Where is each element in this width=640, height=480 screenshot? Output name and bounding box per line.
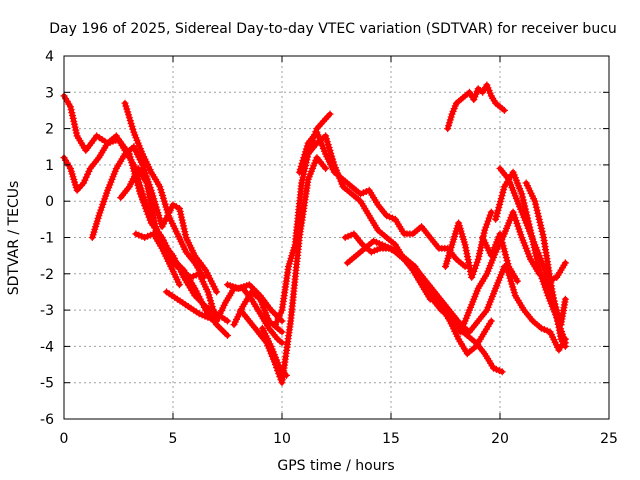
series-16 xyxy=(343,237,508,336)
series-18 xyxy=(442,208,495,281)
series-markers xyxy=(444,81,508,133)
y-tick-label: 3 xyxy=(45,85,54,101)
y-tick-label: -6 xyxy=(40,412,54,428)
series-1 xyxy=(60,92,231,339)
series-23 xyxy=(522,179,569,350)
x-tick-label: 5 xyxy=(169,431,178,447)
series-markers xyxy=(420,281,506,376)
series-9 xyxy=(230,288,286,336)
y-axis-label: SDTVAR / TECUs xyxy=(6,181,22,296)
series-markers xyxy=(237,154,330,387)
series-25 xyxy=(479,230,521,285)
series-12 xyxy=(272,132,434,329)
series-markers xyxy=(479,230,521,285)
y-tick-label: -2 xyxy=(40,267,54,283)
series-5 xyxy=(121,99,207,281)
y-tick-label: -3 xyxy=(40,303,54,319)
series-markers xyxy=(258,324,290,379)
series-19 xyxy=(444,81,508,133)
x-tick-label: 25 xyxy=(600,431,618,447)
series-markers xyxy=(60,92,231,339)
y-tick-label: 1 xyxy=(45,158,54,174)
x-axis-label: GPS time / hours xyxy=(277,458,394,474)
plot-area xyxy=(60,81,569,387)
series-trace xyxy=(238,155,329,386)
series-markers xyxy=(117,165,231,325)
chart-title: Day 196 of 2025, Sidereal Day-to-day VTE… xyxy=(49,21,617,37)
series-markers xyxy=(343,237,508,336)
x-axis: 0 5 10 15 20 25 xyxy=(60,56,618,447)
series-11 xyxy=(258,324,290,379)
series-6 xyxy=(132,230,183,289)
series-10 xyxy=(237,154,330,387)
y-tick-label: 4 xyxy=(45,49,54,65)
y-axis: -6 -5 -4 -3 -2 -1 0 1 2 3 4 xyxy=(40,49,609,428)
series-14 xyxy=(306,110,334,151)
x-tick-label: 0 xyxy=(60,431,69,447)
series-markers xyxy=(132,230,183,289)
series-4 xyxy=(117,165,231,325)
x-tick-label: 10 xyxy=(273,431,291,447)
series-markers xyxy=(522,179,569,350)
series-markers xyxy=(306,110,334,151)
y-tick-label: -1 xyxy=(40,231,54,247)
series-markers xyxy=(121,99,207,281)
series-markers xyxy=(442,208,495,281)
x-tick-label: 15 xyxy=(382,431,400,447)
y-tick-label: 0 xyxy=(45,194,54,210)
series-markers xyxy=(272,132,434,329)
y-tick-label: 2 xyxy=(45,122,54,138)
y-tick-label: -4 xyxy=(40,339,54,355)
x-tick-label: 20 xyxy=(491,431,509,447)
y-tick-label: -5 xyxy=(40,376,54,392)
